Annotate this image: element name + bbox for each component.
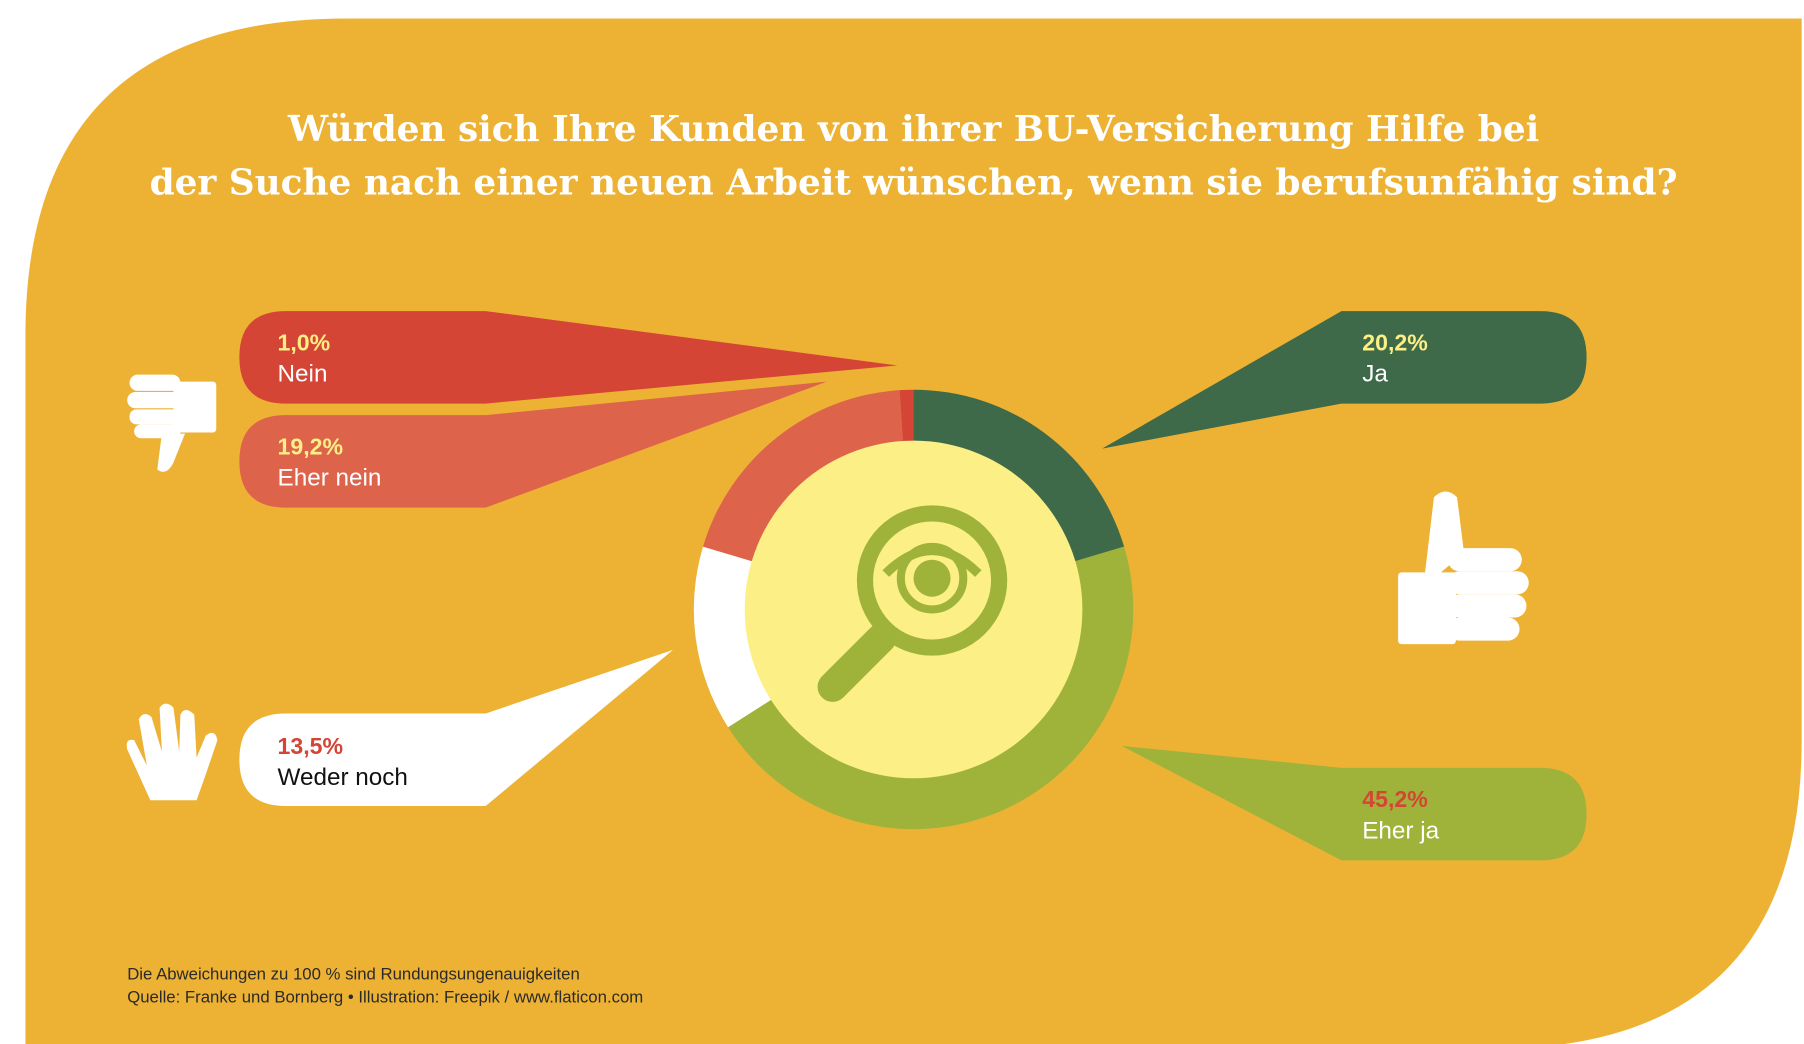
category-label-nein: Nein: [278, 361, 328, 388]
magnifier-eye-icon: [817, 505, 1008, 702]
callout-nein: 1,0% Nein: [239, 311, 898, 404]
value-label-nein: 1,0%: [278, 329, 331, 355]
chart-title-line-2: der Suche nach einer neuen Arbeit wünsch…: [150, 161, 1678, 203]
callout-eher-nein: 19,2% Eher nein: [239, 381, 827, 508]
callout-ja: 20,2% Ja: [1102, 311, 1587, 449]
category-label-weder-noch: Weder noch: [278, 764, 408, 791]
value-label-eher-ja: 45,2%: [1362, 786, 1428, 812]
footnote-source: Quelle: Franke und Bornberg • Illustrati…: [127, 988, 643, 1007]
thumbs-down-icon: [127, 374, 217, 472]
footnote-rounding: Die Abweichungen zu 100 % sind Rundungsu…: [127, 964, 580, 983]
raised-hand-icon: [126, 703, 218, 801]
callout-weder-noch: 13,5% Weder noch: [239, 649, 674, 807]
category-label-eher-ja: Eher ja: [1362, 817, 1439, 844]
category-label-eher-nein: Eher nein: [278, 465, 382, 492]
thumbs-up-icon: [1398, 491, 1529, 645]
value-label-ja: 20,2%: [1362, 329, 1428, 355]
category-label-ja: Ja: [1362, 361, 1388, 388]
chart-title-line-1: Würden sich Ihre Kunden von ihrer BU-Ver…: [287, 108, 1539, 150]
value-label-eher-nein: 19,2%: [278, 433, 344, 459]
callout-eher-ja: 45,2% Eher ja: [1121, 745, 1587, 861]
value-label-weder-noch: 13,5%: [278, 733, 344, 759]
